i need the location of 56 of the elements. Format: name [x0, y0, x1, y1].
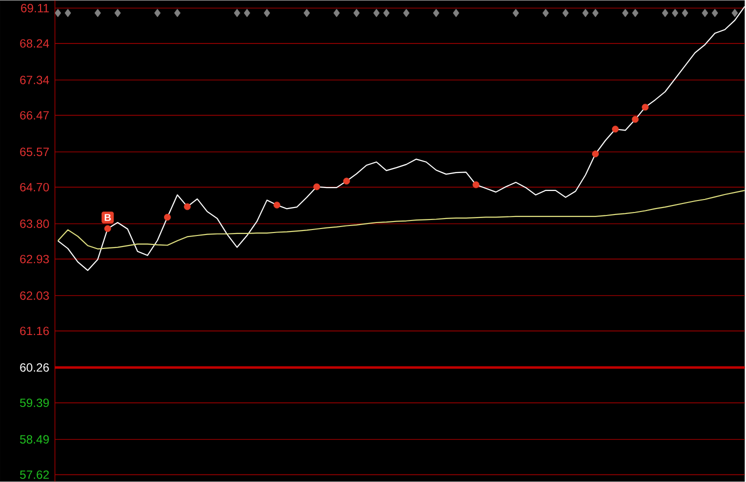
point	[632, 116, 639, 123]
y-tick-label: 62.03	[20, 291, 49, 300]
point	[274, 202, 280, 208]
point	[592, 150, 599, 158]
point	[264, 8, 270, 18]
point	[373, 8, 380, 18]
point	[592, 8, 599, 18]
point	[642, 104, 649, 110]
y-tick-label: 68.24	[20, 39, 50, 48]
point	[234, 8, 240, 18]
y-tick-label: 69.11	[21, 4, 49, 12]
point	[512, 8, 519, 18]
point	[542, 8, 549, 18]
y-tick-label: 57.62	[20, 470, 49, 479]
y-tick-label: 64.70	[20, 182, 49, 192]
point	[54, 8, 62, 18]
annotation: B	[104, 214, 111, 221]
point	[154, 8, 161, 18]
y-tick-label: 63.80	[20, 219, 49, 228]
point	[343, 178, 350, 184]
point	[622, 8, 628, 18]
point	[582, 8, 589, 18]
y-tick-label: 60.26	[20, 363, 49, 372]
point	[403, 8, 410, 18]
point	[383, 8, 390, 18]
point	[114, 8, 121, 18]
point	[304, 8, 310, 18]
point	[104, 225, 112, 232]
point	[64, 8, 72, 18]
point	[562, 8, 569, 18]
point	[333, 8, 340, 18]
point	[472, 181, 480, 188]
point	[184, 203, 191, 210]
y-tick-label: 59.39	[20, 398, 49, 407]
point	[672, 8, 678, 18]
y-tick-label: 66.47	[20, 110, 49, 120]
point	[174, 8, 181, 18]
point	[702, 8, 708, 18]
point	[452, 8, 460, 18]
point	[732, 8, 738, 18]
y-tick-label: 67.34	[20, 76, 50, 84]
y-tick-label: 58.49	[20, 435, 49, 444]
y-tick-label: 61.16	[20, 326, 49, 336]
y-tick-label: 65.57	[20, 148, 49, 156]
point	[94, 8, 101, 18]
point	[662, 8, 668, 18]
point	[632, 8, 638, 18]
point	[432, 8, 440, 18]
point	[244, 8, 250, 18]
point	[682, 8, 688, 18]
y-tick-label: 62.93	[20, 254, 49, 264]
point	[313, 183, 320, 190]
point	[612, 126, 619, 132]
point	[353, 8, 360, 18]
point	[712, 8, 718, 18]
point	[164, 214, 171, 221]
